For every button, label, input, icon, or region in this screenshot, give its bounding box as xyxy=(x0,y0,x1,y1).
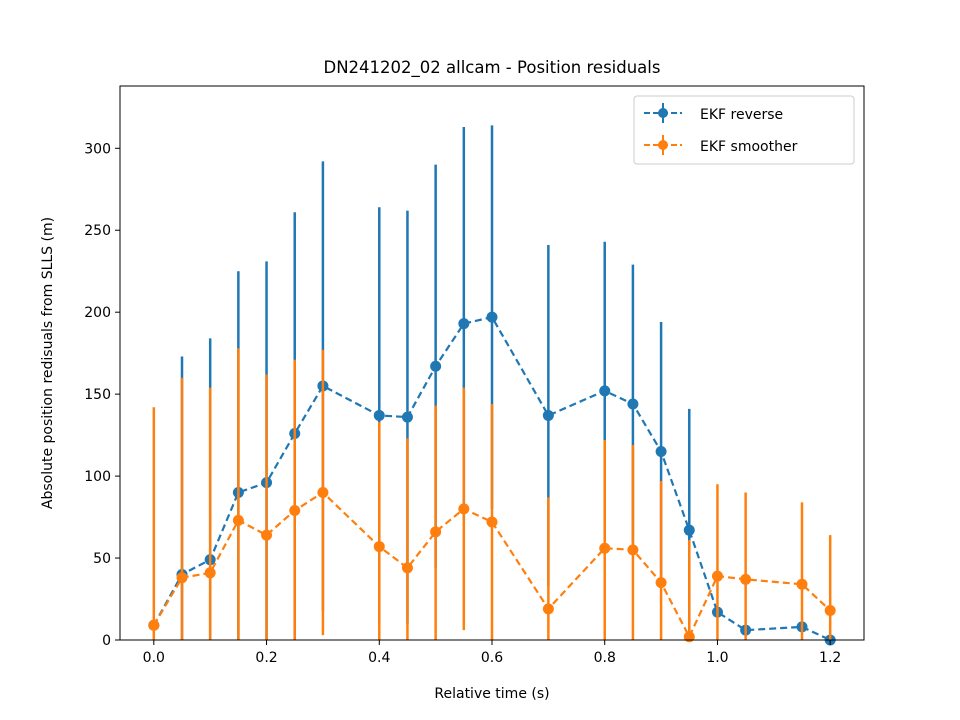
data-point xyxy=(740,573,752,585)
data-point xyxy=(401,562,413,574)
data-point xyxy=(599,542,611,554)
data-point xyxy=(486,516,498,528)
y-tick-label: 100 xyxy=(84,469,111,485)
x-tick-label: 0.6 xyxy=(481,650,503,666)
x-tick-label: 1.0 xyxy=(706,650,728,666)
x-tick-label: 0.4 xyxy=(368,650,390,666)
x-axis: 0.0 0.2 0.4 0.6 0.8 1.0 1.2 xyxy=(143,640,841,666)
legend-label-reverse: EKF reverse xyxy=(700,107,783,123)
legend-label-smoother: EKF smoother xyxy=(700,139,798,155)
data-point xyxy=(373,541,385,553)
data-point xyxy=(430,526,442,538)
data-point xyxy=(401,411,413,423)
x-tick-label: 0.2 xyxy=(255,650,277,666)
data-point xyxy=(458,318,470,330)
x-tick-label: 0.0 xyxy=(143,650,165,666)
legend-entry-reverse: EKF reverse xyxy=(644,103,783,123)
x-tick-label: 0.8 xyxy=(594,650,616,666)
data-point xyxy=(655,577,667,589)
y-tick-label: 250 xyxy=(84,223,111,239)
data-point xyxy=(486,311,498,323)
data-point xyxy=(261,529,273,541)
data-point xyxy=(317,486,329,498)
data-point xyxy=(627,544,639,556)
data-point xyxy=(796,578,808,590)
y-tick-label: 300 xyxy=(84,141,111,157)
series-layer xyxy=(148,125,836,646)
y-tick-label: 0 xyxy=(102,633,111,649)
series-smoother xyxy=(148,348,836,643)
data-point xyxy=(204,567,216,579)
y-axis: 0 50 100 150 200 250 300 xyxy=(84,141,120,649)
data-point xyxy=(373,409,385,421)
data-point xyxy=(683,524,695,536)
data-point xyxy=(655,446,667,458)
data-point xyxy=(824,604,836,616)
data-point xyxy=(542,409,554,421)
y-tick-label: 50 xyxy=(93,551,111,567)
data-point xyxy=(599,385,611,397)
legend-entry-smoother: EKF smoother xyxy=(644,135,798,155)
series-line xyxy=(152,315,831,641)
data-point xyxy=(458,503,470,515)
y-tick-label: 200 xyxy=(84,305,111,321)
data-point xyxy=(232,514,244,526)
data-point xyxy=(711,570,723,582)
data-point xyxy=(542,603,554,615)
x-tick-label: 1.2 xyxy=(819,650,841,666)
legend: EKF reverse EKF smoother xyxy=(633,95,855,165)
chart-title: DN241202_02 allcam - Position residuals xyxy=(324,58,661,78)
data-point xyxy=(430,360,442,372)
legend-box xyxy=(633,95,855,165)
data-point xyxy=(148,619,160,631)
data-point xyxy=(627,398,639,410)
y-tick-label: 150 xyxy=(84,387,111,403)
y-axis-label: Absolute position redisuals from SLLS (m… xyxy=(40,217,56,509)
data-point xyxy=(683,631,695,643)
data-point xyxy=(289,505,301,517)
x-axis-label: Relative time (s) xyxy=(434,686,549,702)
data-point xyxy=(176,572,188,584)
